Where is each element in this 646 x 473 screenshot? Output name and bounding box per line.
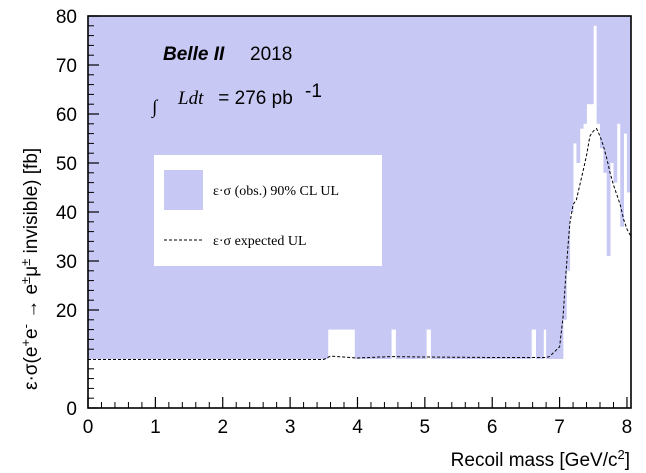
x-tick-label: 3 (285, 417, 296, 438)
observed-ul-bin (576, 16, 581, 163)
legend: ε·σ (obs.) 90% CL UL ε·σ expected UL (154, 155, 382, 266)
x-tick-label: 2 (217, 417, 228, 438)
y-tick-label: 80 (56, 7, 77, 28)
legend-label-expected: ε·σ expected UL (213, 234, 307, 249)
y-tick-label: 40 (56, 203, 77, 224)
observed-ul-bin (623, 16, 628, 134)
y-tick-label: 0 (66, 399, 77, 420)
x-tick-label: 8 (622, 417, 633, 438)
luminosity-exponent: -1 (305, 81, 322, 102)
x-tick-label: 6 (487, 417, 498, 438)
luminosity-variable: Ldt (177, 88, 204, 109)
observed-ul-bin (603, 16, 608, 173)
x-axis-ticks: 0 1 2 3 4 5 6 7 8 (83, 397, 633, 438)
observed-ul-bin (610, 16, 614, 163)
observed-ul-bin (559, 16, 564, 359)
y-tick-label: 60 (56, 105, 77, 126)
luminosity-value: = 276 pb (213, 88, 293, 109)
y-tick-label: 20 (56, 301, 77, 322)
observed-ul-bin (583, 16, 587, 124)
observed-ul-bin (562, 16, 567, 320)
x-tick-label: 1 (150, 417, 161, 438)
observed-ul-bin (589, 16, 594, 105)
observed-ul-bin (426, 16, 432, 330)
observed-ul-bin (430, 16, 532, 359)
observed-ul-bin (391, 16, 397, 330)
observed-ul-bin (573, 16, 577, 144)
observed-ul-bin (600, 16, 604, 149)
observed-ul-fill-layer (88, 16, 632, 359)
expected-ul-layer (88, 127, 632, 360)
observed-ul-bin (593, 16, 598, 26)
integral-symbol: ∫ (151, 97, 159, 119)
y-tick-label: 50 (56, 154, 77, 175)
experiment-name: Belle II (163, 44, 225, 65)
observed-ul-bin (586, 16, 591, 105)
x-axis-label: Recoil mass [GeV/c2] (451, 447, 630, 471)
experiment-annotation: Belle II 2018 ∫ Ldt = 276 pb -1 (151, 44, 322, 119)
observed-ul-bin (536, 16, 544, 359)
y-tick-label: 30 (56, 252, 77, 273)
observed-ul-bin (546, 16, 560, 359)
observed-ul-bin (616, 16, 621, 124)
x-tick-label: 5 (420, 417, 431, 438)
y-axis-label: ε·σ(e+e- → e±μ± invisible) [fb] (18, 148, 42, 390)
legend-swatch-observed (164, 170, 203, 210)
x-tick-label: 0 (83, 417, 94, 438)
observed-ul-bin (620, 16, 624, 227)
observed-ul-bin (606, 16, 611, 257)
observed-ul-bin (569, 16, 574, 212)
legend-label-observed: ε·σ (obs.) 90% CL UL (213, 184, 339, 199)
observed-ul-bin (531, 16, 537, 330)
expected-ul-line (88, 127, 632, 360)
plot-area: 0 1 2 3 4 5 6 7 8 0 20 30 40 50 60 70 80 (56, 7, 632, 438)
observed-ul-bin (395, 16, 427, 359)
observed-ul-bin (596, 16, 601, 124)
svg-text:ε·σ(e+e- → e±μ± invisible) [fb: ε·σ(e+e- → e±μ± invisible) [fb] (18, 148, 42, 390)
x-tick-label: 7 (554, 417, 565, 438)
observed-ul-bin (626, 16, 632, 193)
y-axis-ticks: 0 20 30 40 50 60 70 80 (56, 7, 99, 420)
experiment-year: 2018 (250, 44, 292, 65)
y-tick-label: 70 (56, 56, 77, 77)
observed-ul-bin (613, 16, 618, 183)
x-tick-label: 4 (352, 417, 363, 438)
observed-ul-bin (566, 16, 571, 271)
observed-ul-bin (579, 16, 584, 129)
observed-ul-bin (543, 16, 547, 330)
